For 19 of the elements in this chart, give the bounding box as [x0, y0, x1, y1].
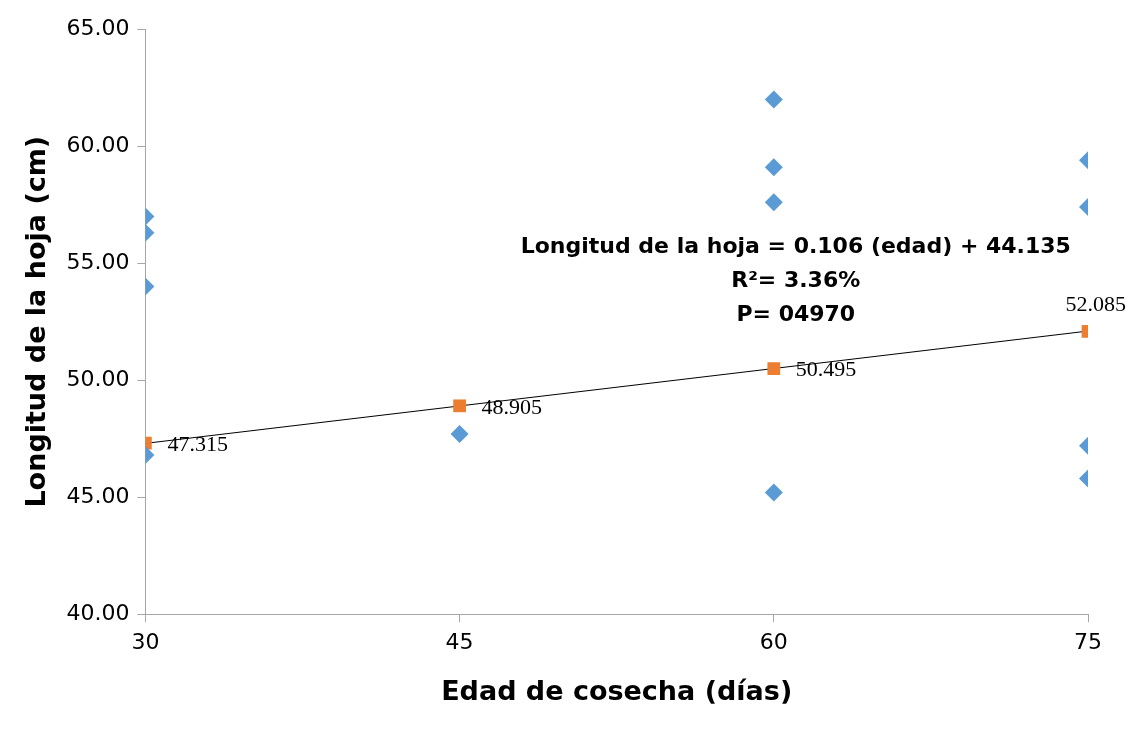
x-tick-label: 60 — [759, 629, 788, 655]
y-tick-label: 55.00 — [66, 248, 130, 274]
y-tick-label: 50.00 — [66, 365, 130, 391]
annotation: P= 04970 — [736, 300, 856, 326]
x-tick-label: 75 — [1074, 629, 1102, 655]
data-label: 50.495 — [795, 356, 857, 382]
annotation: R²= 3.36% — [731, 266, 861, 292]
data-label: 48.905 — [481, 393, 543, 419]
x-tick-label: 30 — [131, 629, 160, 655]
y-axis-title: Longitud de la hoja (cm) — [20, 135, 52, 508]
annotation: Longitud de la hoja = 0.106 (edad) + 44.135 — [520, 232, 1071, 258]
y-tick-label: 45.00 — [66, 482, 130, 508]
y-tick-label: 40.00 — [66, 599, 130, 625]
y-tick-label: 65.00 — [66, 14, 130, 40]
x-axis-title: Edad de cosecha (días) — [441, 674, 793, 706]
data-label: 52.085 — [1065, 291, 1126, 317]
x-tick-label: 45 — [445, 629, 474, 655]
data-label: 47.315 — [167, 430, 228, 456]
y-tick-label: 60.00 — [66, 131, 130, 157]
